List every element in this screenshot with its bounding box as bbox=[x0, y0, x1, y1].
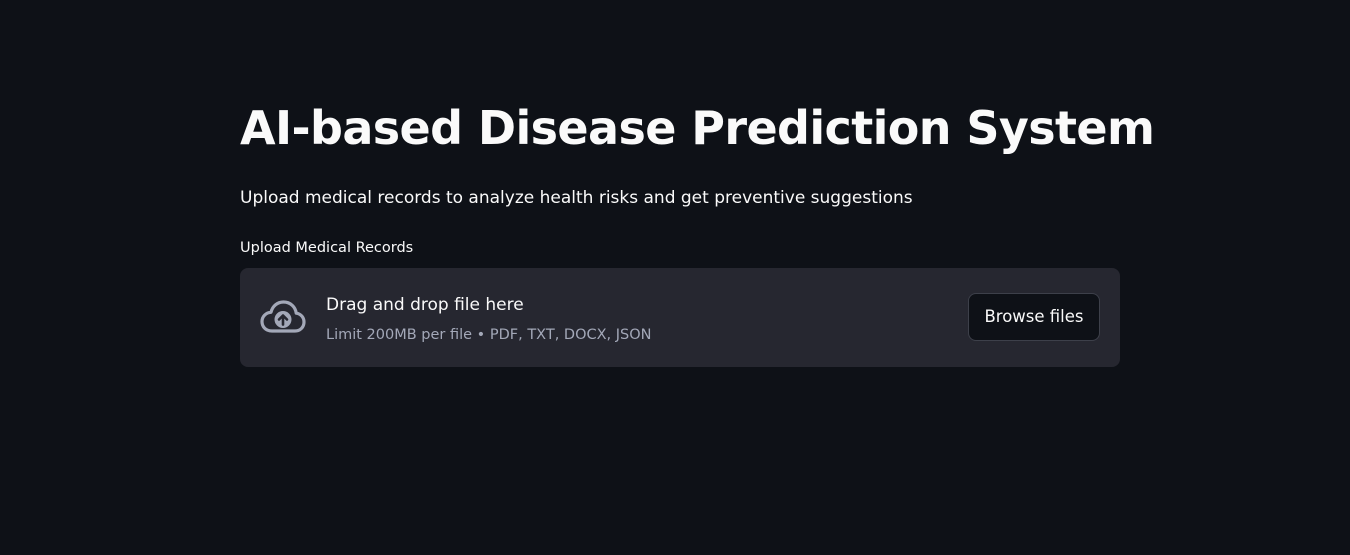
page-subtitle: Upload medical records to analyze health… bbox=[240, 188, 913, 208]
upload-label: Upload Medical Records bbox=[240, 240, 414, 256]
dropzone-title: Drag and drop file here bbox=[326, 295, 524, 315]
browse-files-button[interactable]: Browse files bbox=[968, 293, 1100, 341]
cloud-upload-icon bbox=[260, 300, 306, 333]
page-title: AI-based Disease Prediction System bbox=[240, 101, 1155, 155]
file-dropzone[interactable]: Drag and drop file here Limit 200MB per … bbox=[240, 268, 1120, 367]
file-limit-text: Limit 200MB per file • PDF, TXT, DOCX, J… bbox=[326, 327, 652, 343]
